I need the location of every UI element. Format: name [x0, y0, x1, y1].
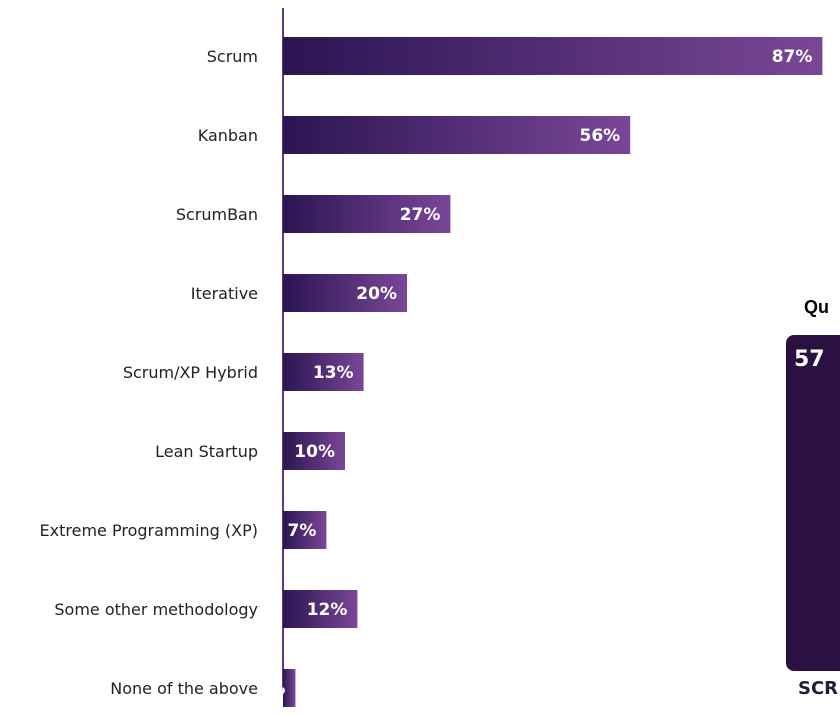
bar [283, 669, 296, 707]
side-panel-title: Qu [804, 297, 829, 317]
value-label: 2% [257, 679, 286, 699]
value-label: 13% [313, 363, 354, 383]
category-label: Scrum [207, 47, 258, 66]
bar [283, 353, 364, 391]
bar [283, 432, 345, 470]
bar [283, 195, 451, 233]
value-label: 7% [288, 521, 317, 541]
bar [283, 590, 358, 628]
category-label: Iterative [191, 284, 258, 303]
value-label: 27% [400, 205, 441, 225]
category-label: Lean Startup [155, 442, 258, 461]
category-label: ScrumBan [176, 205, 258, 224]
value-label: 56% [579, 126, 620, 146]
value-label: 20% [356, 284, 397, 304]
bar [283, 511, 327, 549]
category-label: Kanban [198, 126, 258, 145]
side-panel-card: 57 [786, 335, 840, 671]
bar [283, 37, 823, 75]
side-panel-caption: SCR [798, 678, 839, 699]
bar [283, 116, 631, 154]
category-label: Some other methodology [54, 600, 258, 619]
category-label: Extreme Programming (XP) [40, 521, 258, 540]
category-label: None of the above [110, 679, 258, 698]
value-label: 12% [307, 600, 348, 620]
value-label: 10% [294, 442, 335, 462]
value-label: 87% [772, 47, 813, 67]
bar [283, 274, 407, 312]
side-card-value: 57 [794, 347, 825, 372]
category-label: Scrum/XP Hybrid [123, 363, 258, 382]
